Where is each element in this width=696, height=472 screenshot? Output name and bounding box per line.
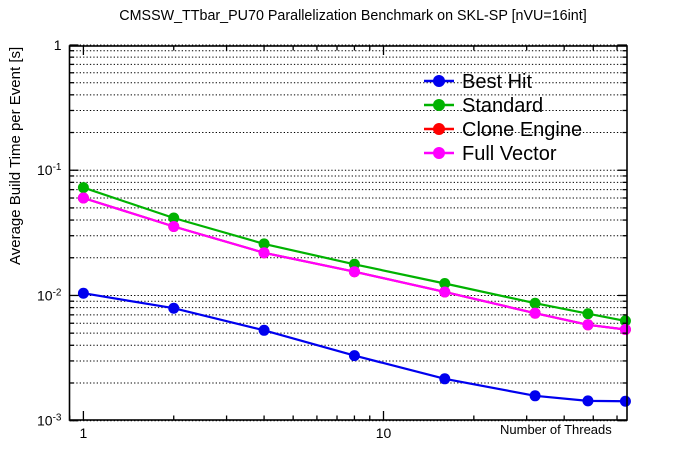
svg-text:CMSSW_TTbar_PU70 Parallelizati: CMSSW_TTbar_PU70 Parallelization Benchma… bbox=[119, 8, 586, 24]
svg-text:1: 1 bbox=[54, 37, 62, 53]
svg-text:Clone Engine: Clone Engine bbox=[462, 119, 582, 141]
svg-text:Standard: Standard bbox=[462, 95, 543, 117]
svg-text:10-3: 10-3 bbox=[37, 412, 62, 429]
svg-text:Best Hit: Best Hit bbox=[462, 71, 532, 93]
svg-text:10-2: 10-2 bbox=[37, 287, 62, 304]
svg-text:Full Vector: Full Vector bbox=[462, 143, 557, 165]
svg-text:Average Build Time per Event [: Average Build Time per Event [s] bbox=[7, 47, 24, 265]
svg-text:10-1: 10-1 bbox=[37, 162, 62, 179]
svg-text:10: 10 bbox=[376, 425, 392, 441]
svg-text:1: 1 bbox=[80, 425, 88, 441]
svg-text:Number of Threads: Number of Threads bbox=[500, 422, 612, 437]
